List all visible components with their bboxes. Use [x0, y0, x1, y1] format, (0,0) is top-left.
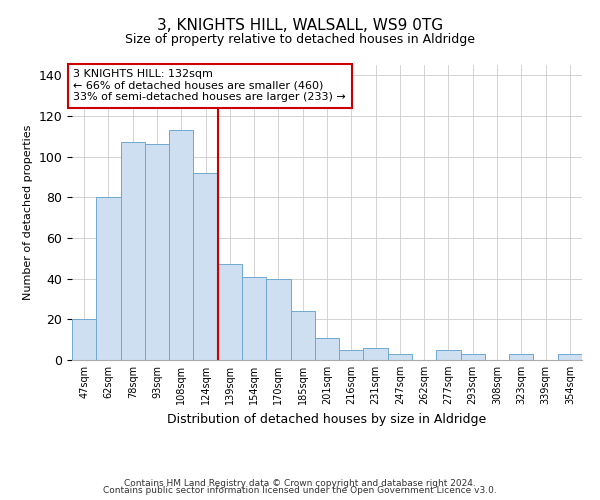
Bar	[509, 354, 533, 360]
Bar	[388, 354, 412, 360]
Y-axis label: Number of detached properties: Number of detached properties	[23, 125, 33, 300]
Bar	[242, 276, 266, 360]
Text: 3, KNIGHTS HILL, WALSALL, WS9 0TG: 3, KNIGHTS HILL, WALSALL, WS9 0TG	[157, 18, 443, 32]
Bar	[145, 144, 169, 360]
Text: Size of property relative to detached houses in Aldridge: Size of property relative to detached ho…	[125, 32, 475, 46]
Bar	[169, 130, 193, 360]
Bar	[193, 173, 218, 360]
Bar	[290, 311, 315, 360]
Text: Contains public sector information licensed under the Open Government Licence v3: Contains public sector information licen…	[103, 486, 497, 495]
Text: 3 KNIGHTS HILL: 132sqm
← 66% of detached houses are smaller (460)
33% of semi-de: 3 KNIGHTS HILL: 132sqm ← 66% of detached…	[73, 69, 346, 102]
Bar	[96, 197, 121, 360]
Bar	[315, 338, 339, 360]
Bar	[436, 350, 461, 360]
Text: Contains HM Land Registry data © Crown copyright and database right 2024.: Contains HM Land Registry data © Crown c…	[124, 478, 476, 488]
Bar	[218, 264, 242, 360]
Bar	[121, 142, 145, 360]
Bar	[461, 354, 485, 360]
Bar	[72, 320, 96, 360]
Bar	[364, 348, 388, 360]
Bar	[266, 278, 290, 360]
X-axis label: Distribution of detached houses by size in Aldridge: Distribution of detached houses by size …	[167, 412, 487, 426]
Bar	[558, 354, 582, 360]
Bar	[339, 350, 364, 360]
